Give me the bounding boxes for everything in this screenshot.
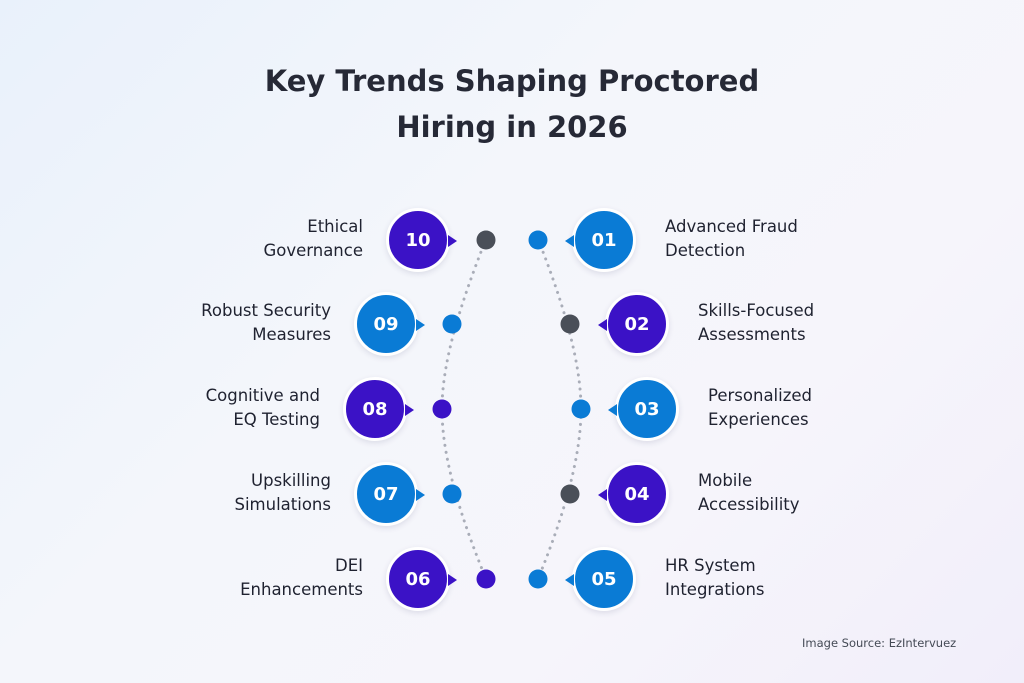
trend-label-line: Upskilling <box>251 471 331 490</box>
trend-number-badge: 09 <box>354 292 425 356</box>
trend-label-line: Enhancements <box>240 580 363 599</box>
trend-number-badge: 01 <box>565 208 636 272</box>
connector-dot <box>476 569 496 589</box>
trend-label: Mobile Accessibility <box>698 469 800 517</box>
trend-number-badge: 04 <box>598 462 669 526</box>
connector-dot <box>476 230 496 250</box>
connector-dot <box>560 484 580 504</box>
trend-label-line: Measures <box>252 325 331 344</box>
connector-dot <box>528 230 548 250</box>
connector-dot <box>442 314 462 334</box>
trend-number-badge: 06 <box>386 547 457 611</box>
connector-dot <box>560 314 580 334</box>
trend-label: Personalized Experiences <box>708 384 812 432</box>
connector-dot <box>571 399 591 419</box>
trend-number-badge: 07 <box>354 462 425 526</box>
trend-label-line: Personalized <box>708 386 813 405</box>
trend-label-line: Governance <box>263 241 363 260</box>
trend-label-line: Simulations <box>234 495 332 514</box>
trend-label-line: Skills-Focused <box>698 301 815 320</box>
trend-label-line: EQ Testing <box>233 410 320 429</box>
trend-label: Robust Security Measures <box>201 299 331 347</box>
trend-number-badge: 02 <box>598 292 669 356</box>
trend-label-line: Detection <box>665 241 746 260</box>
trend-label: Cognitive and EQ Testing <box>206 384 320 432</box>
trend-label: Upskilling Simulations <box>235 469 332 517</box>
trend-label: Advanced Fraud Detection <box>665 215 798 263</box>
trend-label-line: Assessments <box>698 325 806 344</box>
trend-label-line: DEI <box>335 556 363 575</box>
trend-label-line: Mobile <box>698 471 753 490</box>
trend-label-line: Ethical <box>307 217 363 236</box>
trend-number-badge: 10 <box>386 208 457 272</box>
trend-number-badge: 05 <box>565 547 636 611</box>
trend-number-badge: 03 <box>608 377 679 441</box>
trend-label-line: Cognitive and <box>205 386 320 405</box>
trend-label: Skills-Focused Assessments <box>698 299 814 347</box>
trend-label: DEI Enhancements <box>240 554 363 602</box>
trend-label: HR System Integrations <box>665 554 765 602</box>
title-line-1: Key Trends Shaping Proctored <box>264 64 760 98</box>
page-title: Key Trends Shaping Proctored Hiring in 2… <box>0 58 1024 150</box>
connector-dot <box>432 399 452 419</box>
trend-number-badge: 08 <box>343 377 414 441</box>
connector-dot <box>442 484 462 504</box>
trend-label: Ethical Governance <box>263 215 363 263</box>
image-source: Image Source: EzIntervuez <box>802 636 957 650</box>
connector-dot <box>528 569 548 589</box>
title-line-2: Hiring in 2026 <box>396 110 628 144</box>
trend-label-line: Integrations <box>665 580 765 599</box>
trend-label-line: HR System <box>665 556 756 575</box>
trend-label-line: Advanced Fraud <box>665 217 798 236</box>
trend-label-line: Experiences <box>708 410 809 429</box>
trend-label-line: Accessibility <box>698 495 800 514</box>
trend-label-line: Robust Security <box>201 301 331 320</box>
